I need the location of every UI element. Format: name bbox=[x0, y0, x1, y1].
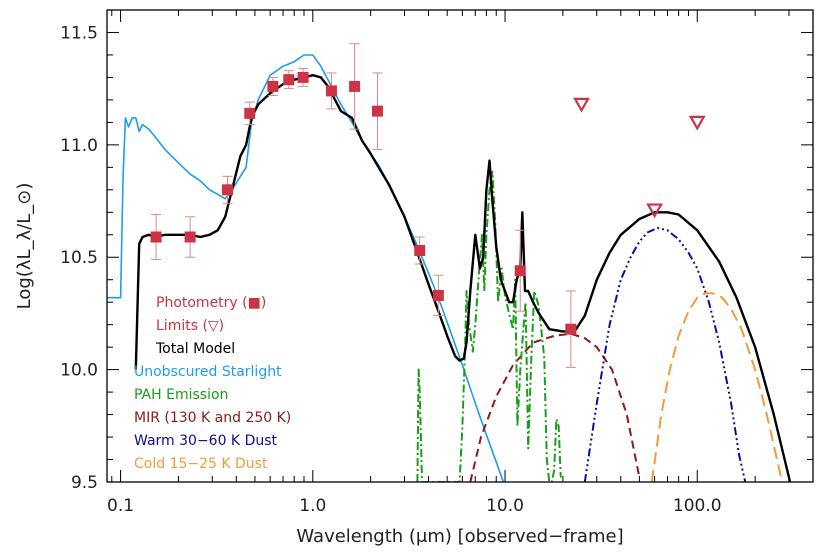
photometry-point bbox=[371, 105, 383, 117]
photometry-point bbox=[267, 80, 279, 92]
y-tick-label: 11.0 bbox=[60, 136, 98, 156]
legend-item: Limits (▽) bbox=[156, 318, 224, 334]
legend-item: Unobscured Starlight bbox=[134, 364, 282, 380]
legend: Photometry (■) Limits (▽) Total Model Unobs… bbox=[134, 295, 291, 472]
photometry-point bbox=[349, 80, 361, 92]
x-tick-label: 1.0 bbox=[299, 496, 326, 516]
photometry-point bbox=[184, 231, 196, 243]
photometry-point bbox=[283, 74, 295, 86]
y-tick-label: 10.0 bbox=[60, 361, 98, 381]
legend-item: Cold 15−25 K Dust bbox=[134, 456, 268, 472]
y-tick-label: 10.5 bbox=[60, 248, 98, 268]
photometry-point bbox=[432, 289, 444, 301]
x-axis-ticks: 0.1 1.0 10.0 100.0 bbox=[107, 10, 814, 516]
legend-item: MIR (130 K and 250 K) bbox=[134, 410, 291, 426]
y-tick-label: 9.5 bbox=[71, 473, 98, 493]
series-warm-line bbox=[583, 227, 747, 482]
x-tick-label: 10.0 bbox=[486, 496, 524, 516]
y-tick-label: 11.5 bbox=[60, 23, 98, 43]
photometry-point bbox=[565, 323, 577, 335]
photometry-point bbox=[414, 244, 426, 256]
x-tick-label: 0.1 bbox=[107, 496, 134, 516]
legend-item: Total Model bbox=[155, 341, 235, 357]
y-axis-ticks: 9.5 10.0 10.5 11.0 11.5 bbox=[60, 9, 813, 493]
y-axis-title: Log(λL_λ/L_⊙) bbox=[14, 183, 35, 310]
upper-limit-point bbox=[688, 115, 706, 131]
legend-item: PAH Emission bbox=[134, 387, 228, 403]
series-pah-line bbox=[416, 170, 562, 482]
photometry-point bbox=[514, 265, 526, 277]
series-cold-line bbox=[650, 292, 784, 482]
markers-layer bbox=[150, 71, 706, 335]
x-axis-title: Wavelength (μm) [observed−frame] bbox=[296, 526, 623, 547]
legend-item: Warm 30−60 K Dust bbox=[134, 433, 278, 449]
upper-limit-point bbox=[646, 203, 664, 219]
series-total-line bbox=[134, 74, 792, 482]
photometry-point bbox=[297, 71, 309, 83]
x-tick-label: 100.0 bbox=[673, 496, 722, 516]
photometry-point bbox=[222, 184, 234, 196]
plot-frame bbox=[106, 9, 814, 483]
photometry-point bbox=[325, 85, 337, 97]
series-mir-line bbox=[469, 332, 641, 482]
photometry-point bbox=[150, 231, 162, 243]
upper-limit-point bbox=[573, 97, 590, 113]
photometry-point bbox=[244, 107, 256, 119]
legend-item: Photometry (■) bbox=[156, 295, 266, 311]
